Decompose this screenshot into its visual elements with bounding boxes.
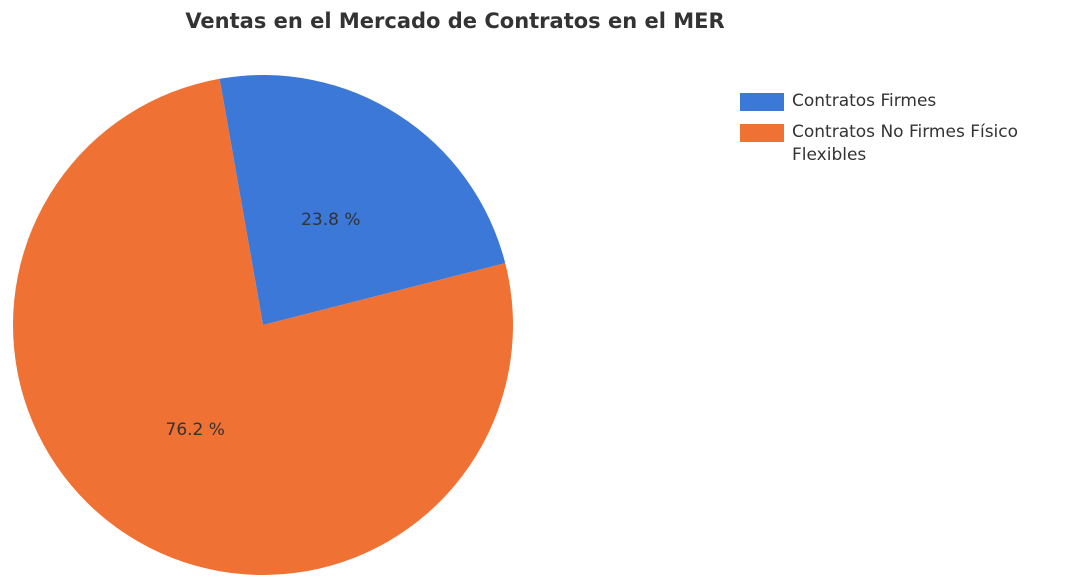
legend-swatch xyxy=(740,124,784,142)
value-label: 76.2 % xyxy=(166,420,225,440)
legend-label: Contratos No Firmes Físico Flexibles xyxy=(792,122,1019,165)
pie-slice xyxy=(13,78,514,576)
legend-item: Contratos No Firmes Físico Flexibles xyxy=(740,121,1070,167)
chart-title: Ventas en el Mercado de Contratos en el … xyxy=(185,9,724,33)
legend-label: Contratos Firmes xyxy=(792,91,937,111)
legend: Contratos Firmes Contratos No Firmes Físi… xyxy=(740,90,1070,175)
pie-slice xyxy=(219,75,506,326)
legend-item: Contratos Firmes xyxy=(740,90,1070,113)
value-label: 23.8 % xyxy=(301,210,360,230)
legend-swatch xyxy=(740,93,784,111)
